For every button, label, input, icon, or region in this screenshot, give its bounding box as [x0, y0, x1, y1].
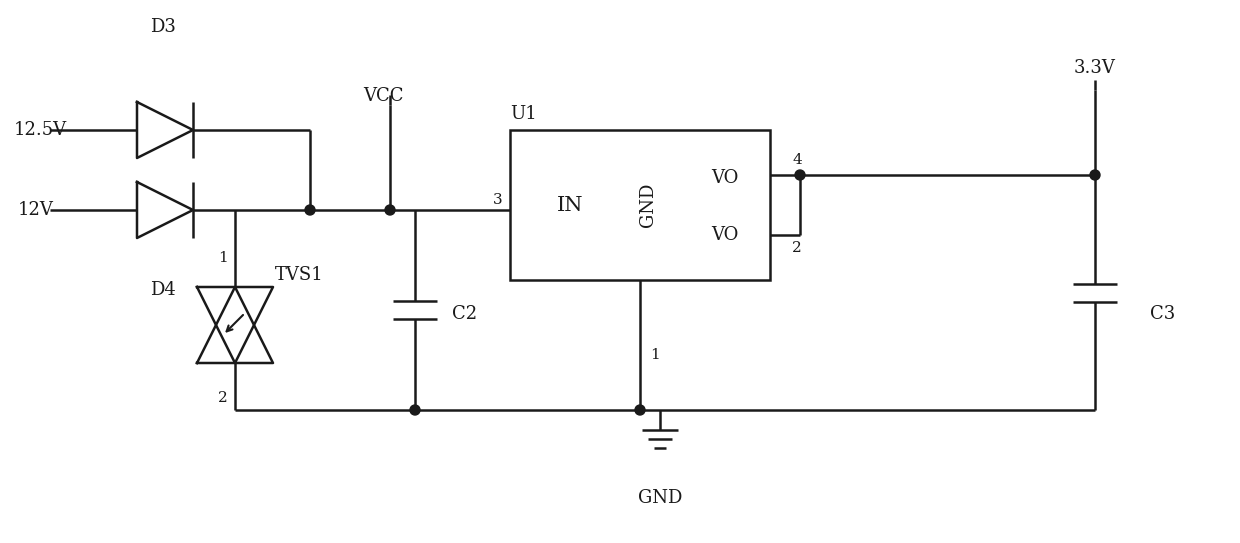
Bar — [510, 130, 770, 280]
Circle shape — [795, 170, 805, 180]
Text: 2: 2 — [792, 241, 802, 255]
Text: D3: D3 — [150, 18, 176, 36]
Text: TVS1: TVS1 — [275, 266, 324, 284]
Text: D4: D4 — [150, 281, 176, 299]
Text: 1: 1 — [650, 348, 660, 362]
Text: GND: GND — [637, 489, 682, 507]
Text: 3.3V: 3.3V — [1074, 59, 1116, 77]
Text: U1: U1 — [510, 105, 537, 123]
Text: VO: VO — [712, 226, 739, 244]
Circle shape — [410, 405, 420, 415]
Text: 3: 3 — [492, 193, 502, 207]
Circle shape — [305, 205, 315, 215]
Text: 2: 2 — [218, 391, 228, 405]
Text: C3: C3 — [1149, 305, 1176, 323]
Text: GND: GND — [639, 183, 657, 227]
Circle shape — [1090, 170, 1100, 180]
Text: 1: 1 — [218, 251, 228, 265]
Text: 4: 4 — [792, 153, 802, 167]
Text: VCC: VCC — [363, 87, 403, 105]
Text: 12.5V: 12.5V — [14, 121, 67, 139]
Text: IN: IN — [557, 195, 583, 214]
Text: VO: VO — [712, 169, 739, 187]
Circle shape — [384, 205, 396, 215]
Circle shape — [635, 405, 645, 415]
Text: C2: C2 — [453, 305, 477, 323]
Text: 12V: 12V — [19, 201, 53, 219]
